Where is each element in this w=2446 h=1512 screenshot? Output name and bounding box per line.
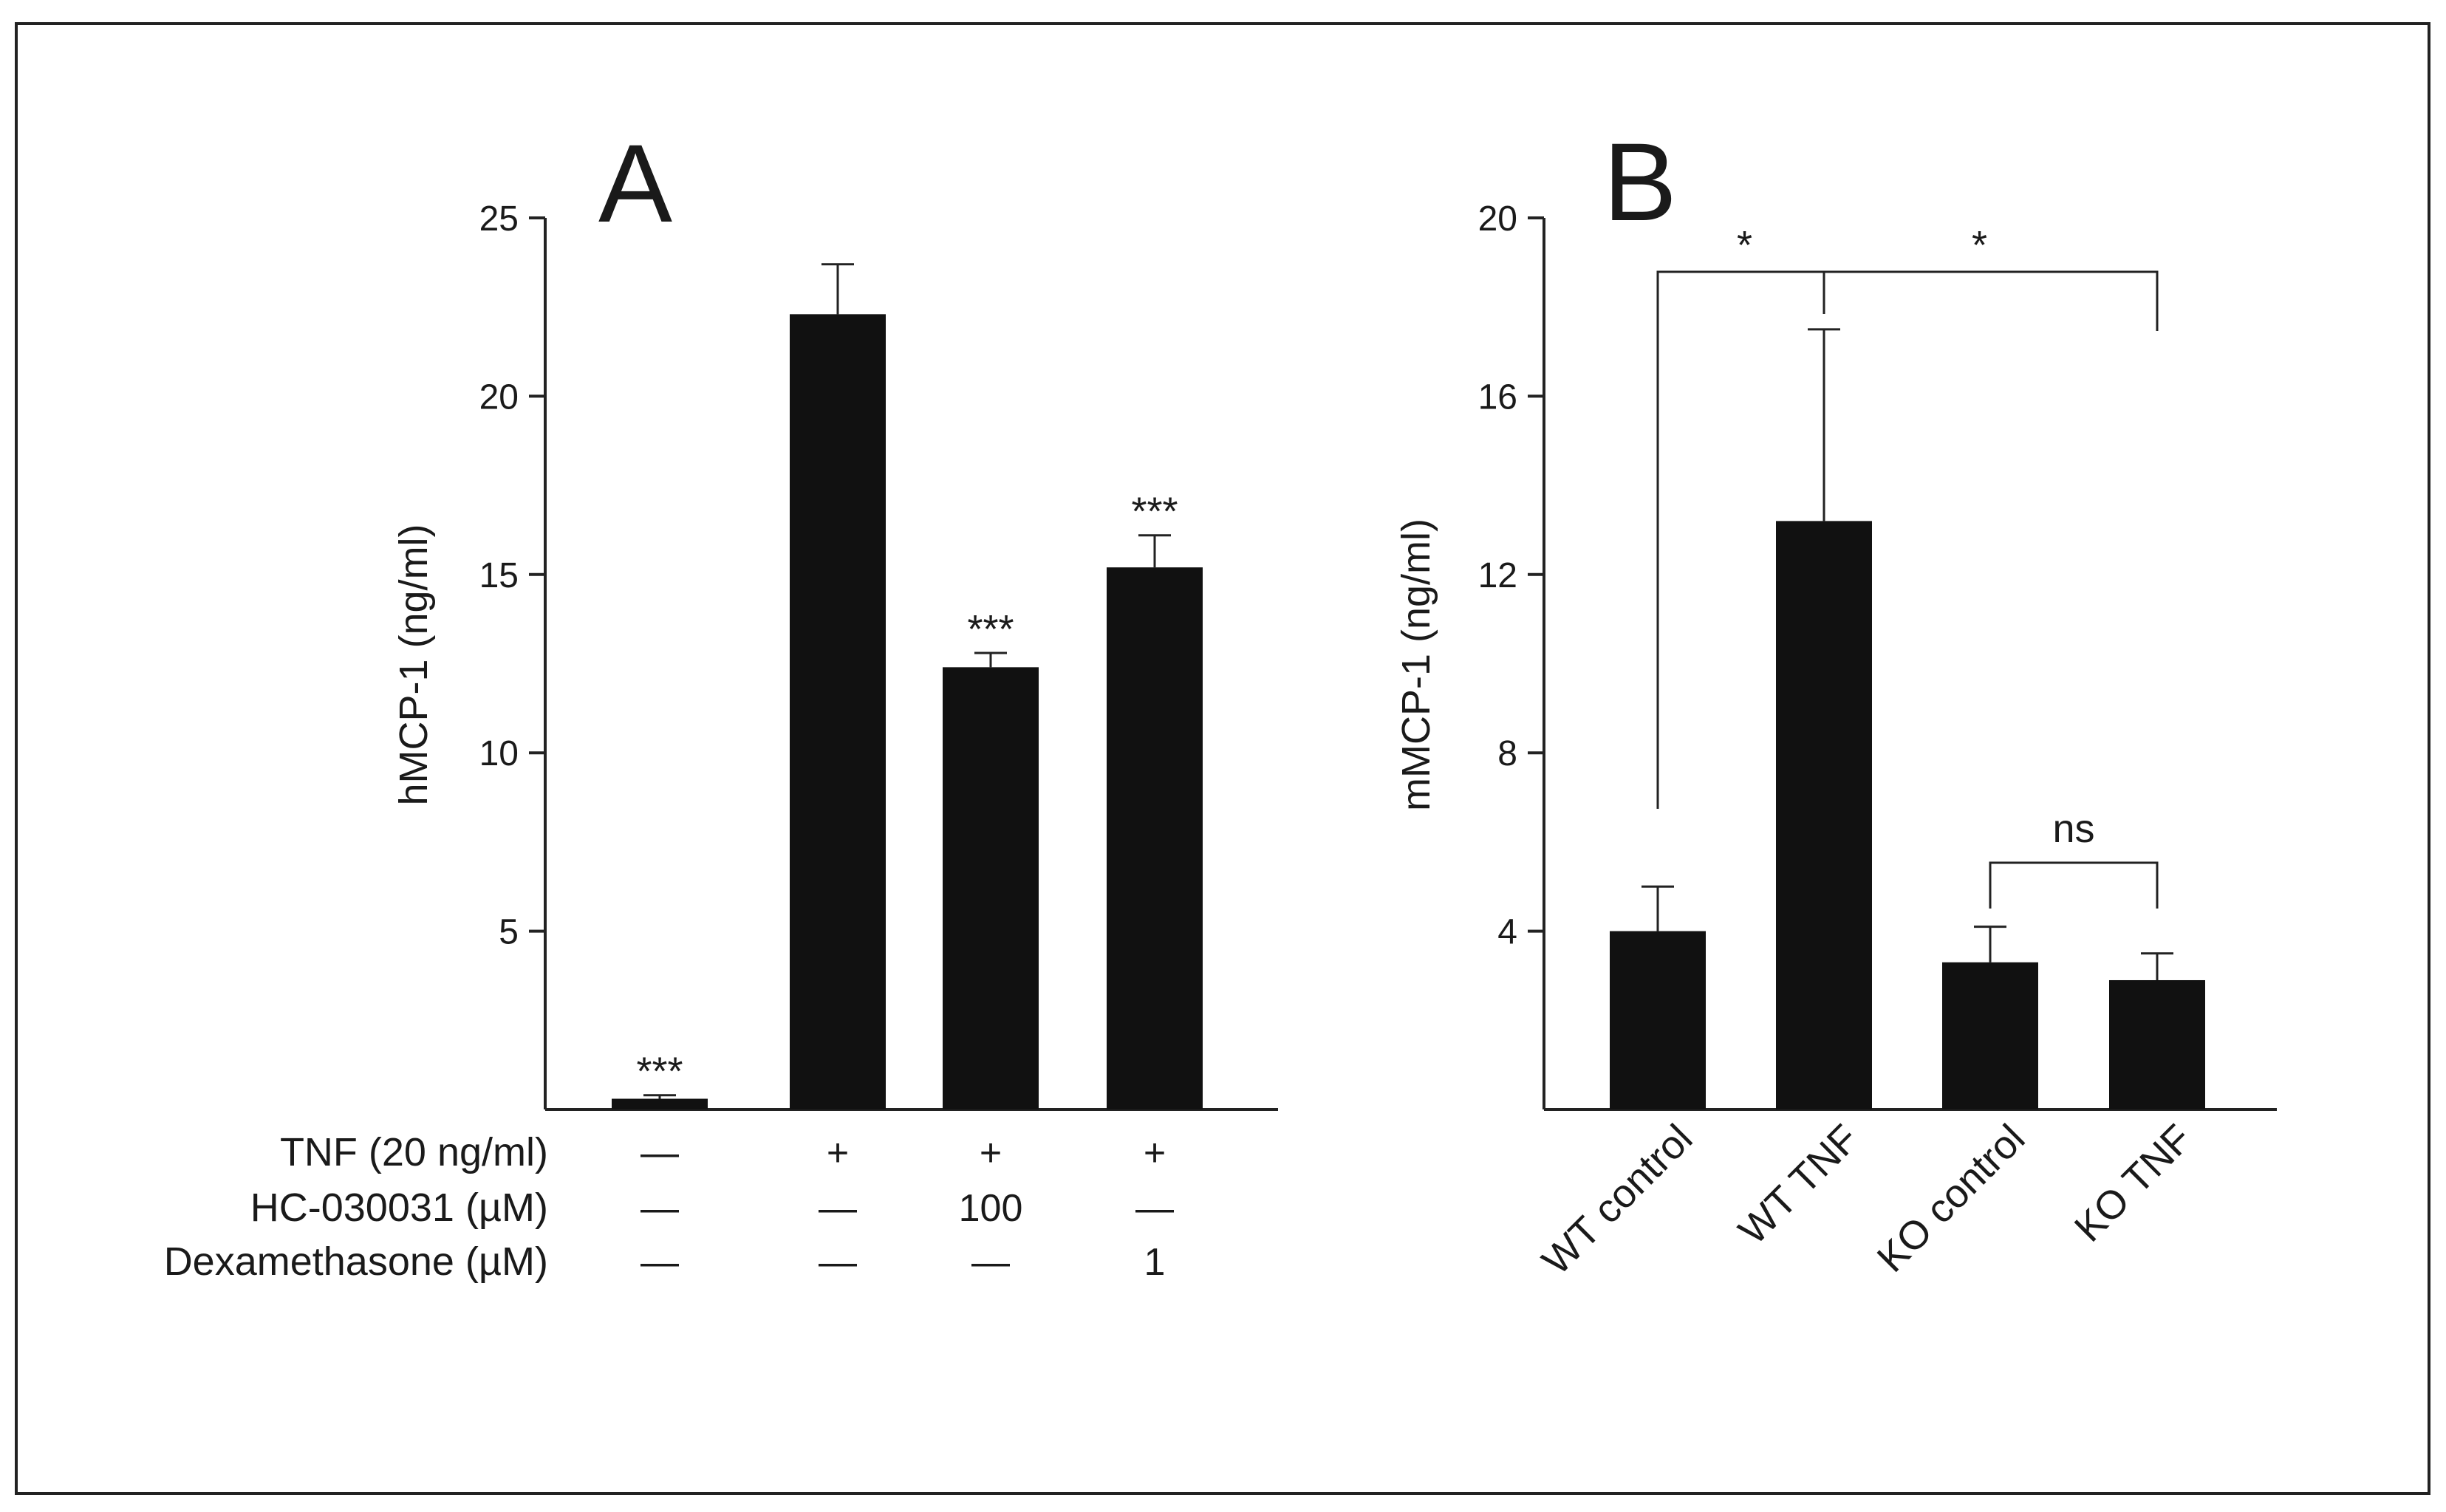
condition-cell: —	[819, 1187, 857, 1230]
panel-b-category-label: KO control	[1869, 1116, 2034, 1281]
panel-a-y-axis-title: hMCP-1 (ng/ml)	[392, 524, 436, 805]
panel-b-y-tick-label: 12	[1478, 556, 1517, 595]
condition-cell: —	[640, 1241, 679, 1284]
bracket-label: *	[1972, 223, 1987, 267]
panel-b-bar	[1776, 521, 1872, 1109]
condition-cell: —	[971, 1241, 1010, 1284]
bracket-label: *	[1737, 223, 1752, 267]
panel-b-y-ticks: 4 8 12 16 20	[1478, 199, 1544, 952]
panel-b-x-labels: WT control WT TNF KO control KO TNF	[1534, 1116, 2200, 1283]
condition-row-label: TNF (20 ng/ml)	[280, 1130, 548, 1174]
condition-cell: —	[1135, 1187, 1174, 1230]
condition-cell: +	[980, 1132, 1002, 1174]
panel-a: A 5 10 15 20 25 hMCP-1 (ng/ml) *** *** *** TNF…	[164, 121, 1278, 1284]
panel-b-category-label: WT TNF	[1730, 1116, 1867, 1253]
bracket-ns	[1989, 861, 2159, 909]
condition-cell: 1	[1144, 1241, 1166, 1284]
panel-a-y-tick-label: 20	[479, 377, 519, 417]
condition-cell: +	[1144, 1132, 1166, 1174]
condition-row-label: HC-030031 (µM)	[250, 1186, 548, 1230]
condition-cell: —	[640, 1187, 679, 1230]
panel-a-y-tick-label: 15	[479, 556, 519, 595]
panel-a-letter: A	[598, 121, 672, 245]
condition-cell: 100	[959, 1187, 1023, 1230]
condition-row-label: Dexamethasone (µM)	[164, 1239, 548, 1284]
panel-b-letter: B	[1603, 120, 1677, 244]
panel-b-significance-brackets: * * ns	[1656, 223, 2159, 909]
panel-b-y-axis-title: mMCP-1 (ng/ml)	[1394, 519, 1438, 811]
condition-cell: —	[640, 1132, 679, 1174]
panel-b-bar	[1610, 931, 1706, 1109]
panel-b-bars	[1610, 328, 2205, 1109]
panel-b-y-tick-label: 8	[1497, 734, 1517, 773]
condition-cell: +	[827, 1132, 849, 1174]
panel-b: B 4 8 12 16 20 mMCP-1 (ng/ml) * * ns WT contro…	[1394, 120, 2277, 1283]
panel-a-bar	[612, 1098, 708, 1109]
panel-a-significance-label: ***	[1131, 490, 1178, 534]
panel-a-y-tick-label: 25	[479, 199, 519, 239]
figure-frame	[15, 22, 2430, 1495]
panel-b-bar	[2109, 979, 2205, 1109]
panel-b-category-label: KO TNF	[2066, 1116, 2201, 1251]
panel-a-y-ticks: 5 10 15 20 25	[479, 199, 545, 952]
condition-cell: —	[819, 1241, 857, 1284]
panel-a-y-tick-label: 5	[499, 913, 519, 952]
panel-a-y-tick-label: 10	[479, 734, 519, 773]
panel-a-condition-table: TNF (20 ng/ml) — + + + HC-030031 (µM) — — 100 — De…	[164, 1130, 1174, 1284]
panel-b-y-tick-label: 4	[1497, 913, 1517, 952]
panel-a-bars: *** *** ***	[612, 263, 1203, 1110]
panel-a-significance-label: ***	[967, 607, 1014, 651]
panel-a-bar	[1107, 567, 1203, 1109]
bracket-label: ns	[2052, 807, 2094, 851]
panel-b-y-tick-label: 16	[1478, 377, 1517, 417]
panel-b-bar	[1942, 962, 2038, 1109]
panel-a-bar	[943, 667, 1039, 1109]
panel-b-y-tick-label: 20	[1478, 199, 1517, 239]
panel-a-significance-label: ***	[636, 1050, 683, 1094]
bracket-main	[1656, 270, 2159, 809]
panel-a-bar	[790, 314, 886, 1110]
panel-b-category-label: WT control	[1534, 1116, 1701, 1283]
